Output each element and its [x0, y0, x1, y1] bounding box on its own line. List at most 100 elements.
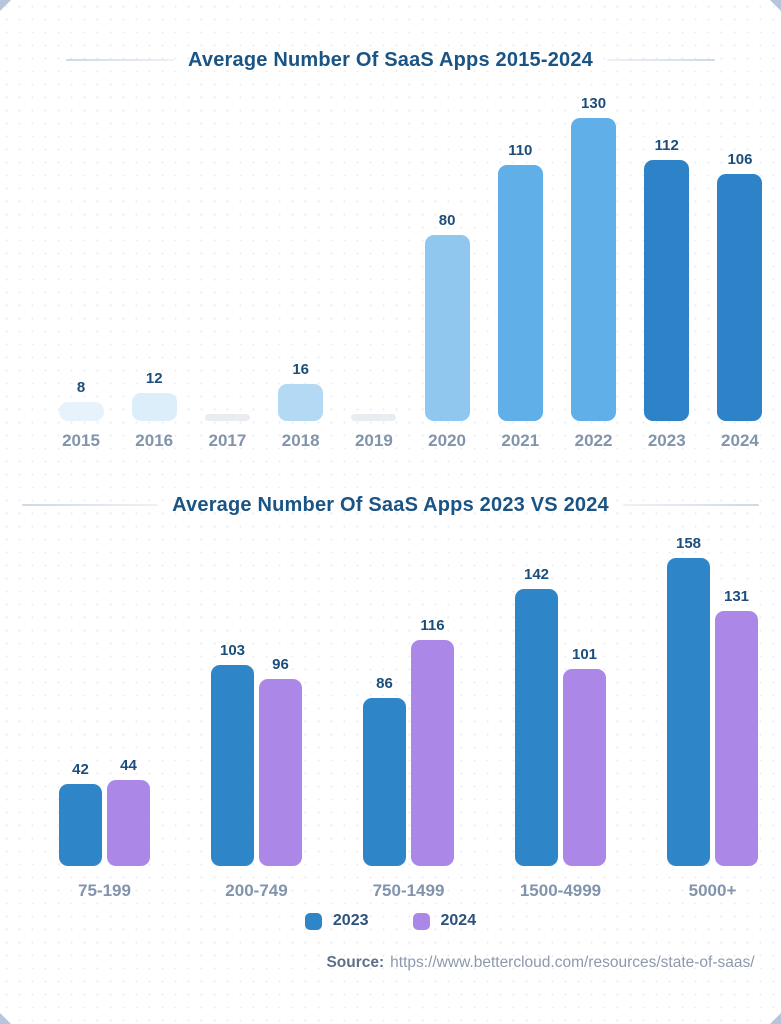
corner-decoration-icon — [0, 1013, 11, 1024]
chart2-value-label: 96 — [272, 656, 289, 673]
chart2-value-label: 131 — [723, 588, 750, 605]
chart1-value-label: 8 — [76, 379, 86, 396]
chart1-column-2023: 112 2023 — [634, 91, 700, 451]
chart2-value-label: 142 — [523, 566, 550, 583]
chart1-bar-2021 — [497, 165, 543, 421]
chart1-column-2015: 8 2015 — [48, 91, 114, 451]
chart2-bar-2024 — [107, 780, 150, 866]
chart2-x-label-1500-4999: 1500-4999 — [519, 881, 602, 900]
chart1-value-label: 110 — [508, 142, 533, 159]
chart2-bar-2023 — [363, 698, 406, 866]
chart2-group-bars: 158 131 — [667, 535, 758, 866]
chart2-value-label: 101 — [571, 646, 598, 663]
legend-label: 2023 — [332, 912, 369, 929]
chart2-value-label: 103 — [219, 642, 246, 659]
chart1-bar-2018 — [278, 384, 324, 421]
chart2-value-label: 116 — [420, 617, 445, 634]
source-label: Source: — [326, 954, 385, 971]
corner-decoration-icon — [0, 0, 11, 11]
chart1-bar-2017 — [204, 414, 250, 421]
chart2-bar-column: 96 — [259, 656, 302, 866]
chart1-bar-2016 — [131, 393, 177, 421]
chart1-x-label-2020: 2020 — [428, 431, 466, 450]
chart2-group-bars: 142 101 — [515, 566, 606, 866]
chart2-bar-2024 — [715, 611, 758, 866]
chart1-column-2020: 80 2020 — [414, 91, 480, 451]
chart1-column-2024: 106 2024 — [707, 91, 773, 451]
legend-label: 2024 — [440, 912, 477, 929]
chart1-x-label-2015: 2015 — [62, 431, 100, 450]
chart2-value-label: 158 — [675, 535, 702, 552]
source-line: Source: https://www.bettercloud.com/resou… — [0, 954, 781, 972]
chart2-bar-column: 116 — [411, 617, 454, 866]
chart2-value-label: 86 — [376, 675, 393, 692]
chart1-x-label-2021: 2021 — [501, 431, 540, 450]
chart1-column-2016: 12 2016 — [121, 91, 187, 451]
source-url: https://www.bettercloud.com/resources/st… — [390, 954, 755, 971]
legend-swatch-icon — [304, 912, 322, 930]
chart2-bar-2024 — [259, 679, 302, 866]
chart1-column-2021: 110 2021 — [487, 91, 553, 451]
chart1-value-label: 106 — [727, 151, 753, 168]
chart1-x-label-2017: 2017 — [208, 431, 247, 450]
chart1-x-label-2023: 2023 — [647, 431, 686, 450]
chart2-x-label-750-1499: 750-1499 — [372, 881, 445, 900]
chart1-value-label: 112 — [654, 137, 679, 154]
chart1-column-2022: 130 2022 — [561, 91, 627, 451]
chart2-bar-column: 101 — [563, 646, 606, 866]
chart1-x-label-2024: 2024 — [721, 431, 759, 450]
chart2-bar-column: 142 — [515, 566, 558, 866]
chart1-value-label: 80 — [438, 212, 456, 229]
chart2-group-1500-4999: 142 101 1500-4999 — [515, 532, 606, 902]
chart1-column-2019: 2019 — [341, 91, 407, 451]
chart1-value-label: 130 — [581, 95, 607, 112]
chart1-bar-2019 — [351, 414, 397, 421]
chart2-group-bars: 103 96 — [211, 642, 302, 866]
chart1-bar-2023 — [644, 160, 690, 421]
legend: 2023 2024 — [0, 912, 781, 930]
chart2-value-label: 44 — [120, 757, 137, 774]
chart2-bar-2023 — [515, 589, 558, 866]
chart2-x-label-5000+: 5000+ — [688, 881, 737, 900]
title-rule-left — [22, 504, 159, 506]
chart1-x-label-2018: 2018 — [281, 431, 320, 450]
chart2-bar-column: 131 — [715, 588, 758, 866]
chart1-column-2017: 2017 — [194, 91, 260, 451]
chart2-bar-2023 — [59, 784, 102, 866]
chart1-bar-2020 — [424, 235, 470, 421]
corner-decoration-icon — [770, 1013, 781, 1024]
chart1-bar-2015 — [58, 402, 104, 421]
chart2-value-label: 42 — [72, 761, 89, 778]
chart1-title-row: Average Number Of SaaS Apps 2015-2024 — [0, 0, 781, 72]
chart2-x-label-75-199: 75-199 — [78, 881, 131, 900]
chart2-title: Average Number Of SaaS Apps 2023 VS 2024 — [172, 494, 609, 516]
chart2-bar-column: 158 — [667, 535, 710, 866]
legend-swatch-icon — [412, 912, 430, 930]
chart2-bar-2023 — [667, 558, 710, 866]
chart2-bar-column: 42 — [59, 761, 102, 866]
chart2-group-200-749: 103 96 200-749 — [211, 532, 302, 902]
chart1-bar-2024 — [717, 174, 763, 421]
chart1-value-label: 16 — [292, 361, 309, 378]
legend-item-2024: 2024 — [412, 912, 477, 930]
chart2-group-750-1499: 86 116 750-1499 — [363, 532, 454, 902]
chart1-column-2018: 16 2018 — [268, 91, 334, 451]
chart2-plot: 42 44 75-199 103 96 200-749 86 116 750-1499 142 10… — [59, 532, 758, 902]
legend-item-2023: 2023 — [304, 912, 369, 930]
chart1-x-label-2019: 2019 — [354, 431, 393, 450]
chart1-plot: 8 2015 12 2016 2017 16 2018 2019 80 2020 110 2021 13… — [48, 91, 773, 451]
chart1-x-label-2016: 2016 — [135, 431, 174, 450]
chart1-x-label-2022: 2022 — [574, 431, 613, 450]
chart2-title-row: Average Number Of SaaS Apps 2023 VS 2024 — [0, 493, 781, 517]
chart1-value-label: 12 — [145, 370, 163, 387]
chart1-title: Average Number Of SaaS Apps 2015-2024 — [188, 49, 593, 71]
chart2-bar-column: 86 — [363, 675, 406, 866]
chart2-group-bars: 86 116 — [363, 617, 454, 866]
chart2-bar-2024 — [411, 640, 454, 866]
title-rule-right — [607, 59, 715, 61]
chart1-bar-2022 — [571, 118, 617, 421]
chart2-bar-column: 44 — [107, 757, 150, 866]
title-rule-right — [622, 504, 760, 506]
corner-decoration-icon — [770, 0, 781, 11]
